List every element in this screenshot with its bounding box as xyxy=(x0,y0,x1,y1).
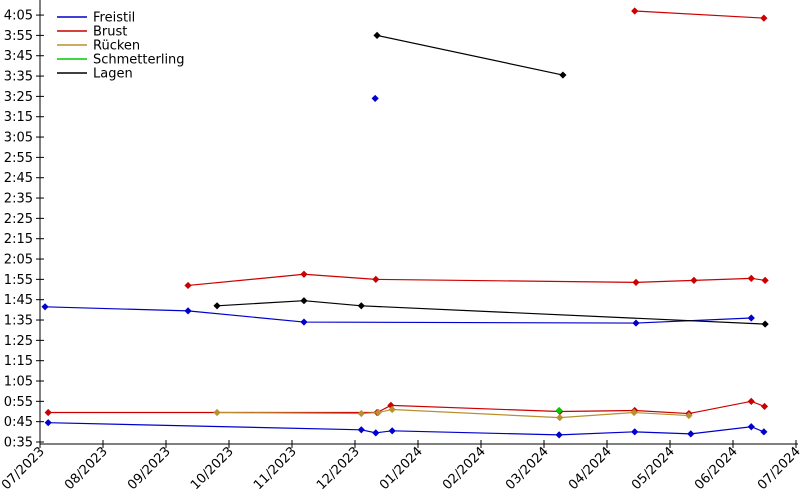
y-tick-label: 4:05 xyxy=(4,9,33,24)
y-tick-label: 0:45 xyxy=(4,415,33,430)
x-tick-label: 09/2023 xyxy=(125,444,174,493)
data-point-marker xyxy=(632,278,640,287)
data-point-marker xyxy=(357,426,365,434)
y-tick-label: 3:55 xyxy=(4,29,33,44)
series-rücken xyxy=(213,405,693,422)
data-point-marker xyxy=(747,397,755,405)
x-tick-label: 07/2024 xyxy=(755,444,800,493)
data-point-marker xyxy=(213,302,221,310)
data-point-marker xyxy=(371,94,379,103)
series-brust xyxy=(44,7,769,418)
y-tick-label: 3:15 xyxy=(4,110,33,125)
data-point-marker xyxy=(44,408,52,417)
series-line xyxy=(45,306,752,324)
y-tick-label: 0:35 xyxy=(4,436,33,451)
y-tick-label: 3:35 xyxy=(4,70,33,85)
data-point-marker xyxy=(690,276,698,284)
series-line xyxy=(48,422,765,436)
x-tick-label: 01/2024 xyxy=(377,444,426,493)
data-point-marker xyxy=(388,427,396,435)
y-tick-label: 1:35 xyxy=(4,314,33,329)
data-point-marker xyxy=(632,319,640,327)
y-tick-label: 3:05 xyxy=(4,131,33,146)
data-point-marker xyxy=(213,408,221,417)
y-tick-label: 2:45 xyxy=(4,171,33,186)
series-lagen xyxy=(213,31,769,328)
x-tick-label: 02/2024 xyxy=(440,444,489,493)
y-tick-label: 3:25 xyxy=(4,90,33,105)
data-point-marker xyxy=(631,7,639,15)
series-line xyxy=(187,273,766,287)
data-point-marker xyxy=(300,270,308,278)
data-point-marker xyxy=(747,314,755,322)
x-tick-label: 10/2023 xyxy=(188,444,237,493)
series-line xyxy=(634,10,764,19)
data-point-marker xyxy=(761,276,769,284)
data-point-marker xyxy=(374,408,382,417)
data-point-marker xyxy=(184,307,192,315)
x-tick-label: 12/2023 xyxy=(314,444,363,493)
data-point-marker xyxy=(760,428,768,436)
y-tick-label: 1:45 xyxy=(4,293,33,308)
series-line xyxy=(48,400,765,415)
data-point-marker xyxy=(559,71,567,79)
y-tick-label: 2:15 xyxy=(4,232,33,247)
data-point-marker xyxy=(44,419,52,427)
series-schmetterling xyxy=(555,406,563,415)
data-point-marker xyxy=(556,414,564,422)
series-freistil xyxy=(41,94,768,439)
series-line xyxy=(216,300,766,325)
data-point-marker xyxy=(357,302,365,310)
data-point-marker xyxy=(184,281,192,290)
legend-label-schmetterling: Schmetterling xyxy=(93,53,185,68)
x-tick-label: 08/2023 xyxy=(62,444,111,493)
y-tick-label: 1:05 xyxy=(4,375,33,390)
y-tick-label: 1:55 xyxy=(4,273,33,288)
data-point-marker xyxy=(555,431,563,439)
y-tick-label: 1:25 xyxy=(4,334,33,349)
y-tick-label: 2:25 xyxy=(4,212,33,227)
data-point-marker xyxy=(300,318,308,326)
legend-label-lagen: Lagen xyxy=(93,67,133,82)
data-point-marker xyxy=(761,320,769,328)
y-tick-label: 2:35 xyxy=(4,192,33,207)
y-tick-label: 1:15 xyxy=(4,354,33,369)
data-point-marker xyxy=(300,297,308,305)
data-point-marker xyxy=(388,405,396,414)
y-tick-label: 3:45 xyxy=(4,49,33,64)
x-tick-label: 03/2024 xyxy=(503,444,552,493)
y-tick-label: 2:05 xyxy=(4,253,33,268)
data-point-marker xyxy=(687,430,695,438)
data-point-marker xyxy=(685,411,693,420)
data-point-marker xyxy=(747,274,755,282)
data-point-marker xyxy=(630,408,638,417)
x-tick-label: 05/2024 xyxy=(629,444,678,493)
data-point-marker xyxy=(372,429,380,437)
data-point-marker xyxy=(41,303,49,311)
y-axis: 0:35 0:45 0:55 1:05 1:15 1:25 1:35 1:45 1:55 2:05… xyxy=(4,9,44,451)
data-point-marker xyxy=(760,402,769,411)
data-point-marker xyxy=(372,275,380,283)
x-axis: 07/2023 08/2023 09/2023 10/2023 11/2023 12/20… xyxy=(0,440,800,493)
x-tick-label: 11/2023 xyxy=(251,444,300,493)
series-line xyxy=(376,34,564,76)
y-tick-label: 2:55 xyxy=(4,151,33,166)
data-point-marker xyxy=(631,428,639,436)
legend-label-brust: Brust xyxy=(93,25,127,40)
data-point-marker xyxy=(373,31,381,39)
data-point-marker xyxy=(555,406,563,415)
legend-label-rücken: Rücken xyxy=(93,39,140,54)
x-tick-label: 07/2023 xyxy=(0,444,48,493)
legend-label-freistil: Freistil xyxy=(93,11,135,26)
x-tick-label: 04/2024 xyxy=(566,444,615,493)
data-point-marker xyxy=(747,423,755,431)
data-point-marker xyxy=(760,14,768,22)
data-point-marker xyxy=(357,409,365,418)
x-tick-label: 06/2024 xyxy=(692,444,741,493)
y-tick-label: 0:55 xyxy=(4,395,33,410)
